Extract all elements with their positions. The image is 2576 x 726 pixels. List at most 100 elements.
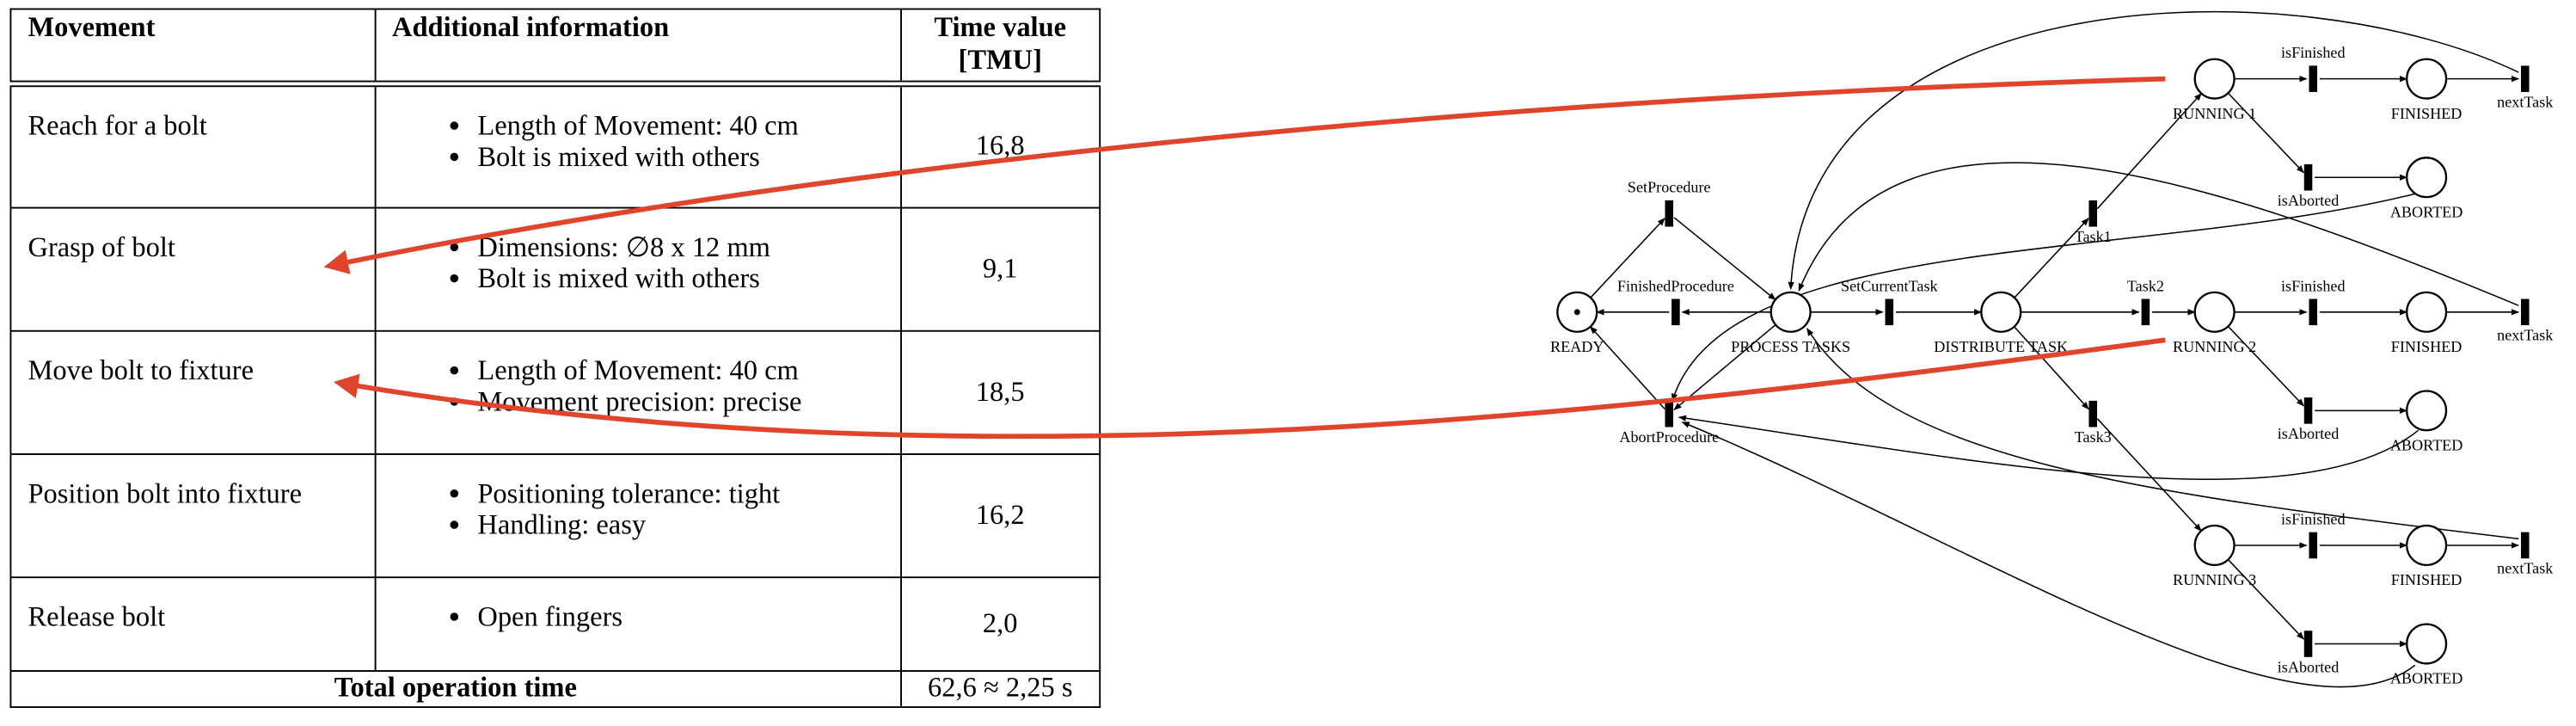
transition — [2520, 532, 2530, 559]
place-label: RUNNING 1 — [2173, 105, 2256, 122]
transition — [2141, 298, 2150, 326]
info-item: Bolt is mixed with others — [477, 141, 883, 172]
transition — [2309, 298, 2318, 326]
transition — [2309, 65, 2318, 92]
transition — [1665, 400, 1674, 428]
place — [2406, 157, 2448, 199]
transition-label: SetCurrentTask — [1841, 277, 1938, 294]
info-item: Length of Movement: 40 cm — [477, 110, 883, 141]
place — [2406, 524, 2448, 567]
arc — [2096, 418, 2202, 532]
arc — [2014, 326, 2089, 410]
movement: Position bolt into fixture — [9, 452, 376, 578]
movement: Reach for a bolt — [9, 83, 376, 208]
transition-label: isAborted — [2278, 425, 2340, 442]
transition — [2303, 163, 2313, 191]
arc — [1671, 193, 2415, 402]
transition-label: nextTask — [2497, 93, 2554, 110]
movement: Move bolt to fixture — [9, 329, 376, 454]
arc — [1590, 326, 1665, 410]
total-label: Total operation time — [9, 669, 902, 708]
row: Position bolt into fixture Positioning to… — [9, 452, 1101, 578]
place-label: DISTRIBUTE TASK — [1934, 338, 2068, 355]
arc — [1673, 323, 1776, 410]
transition-label: SetProcedure — [1628, 179, 1711, 196]
time: 16,2 — [899, 452, 1101, 578]
info-item: Dimensions: ∅8 x 12 mm — [477, 231, 883, 261]
info-item: Handling: easy — [477, 508, 883, 539]
row: Grasp of boltDimensions: ∅8 x 12 mmBolt … — [9, 206, 1101, 331]
transition-label: FinishedProcedure — [1617, 277, 1734, 294]
place — [1980, 291, 2022, 333]
time: 16,8 — [899, 83, 1101, 208]
transition-label: Task3 — [2075, 428, 2112, 446]
mtm-table: Movement Additional information Time val… — [9, 8, 1101, 708]
place — [2406, 58, 2448, 100]
movement: Release bolt — [9, 575, 376, 672]
transition — [2303, 631, 2313, 657]
transition-label: nextTask — [2497, 560, 2554, 577]
place — [2193, 524, 2236, 567]
info-item: Bolt is mixed with others — [477, 262, 883, 293]
arc — [2096, 92, 2202, 210]
arc — [1673, 217, 1776, 300]
transition — [2303, 397, 2313, 424]
arc — [1798, 162, 2519, 306]
arc — [2227, 92, 2304, 174]
arc — [1681, 421, 2416, 688]
info-item: Length of Movement: 40 cm — [477, 354, 883, 385]
transition — [2520, 65, 2530, 92]
row: Reach for a bolt Length of Movement: 40 c… — [9, 83, 1101, 208]
transition — [1885, 298, 1894, 326]
transition-label: isAborted — [2278, 658, 2340, 675]
info-item: Positioning tolerance: tight — [477, 477, 883, 508]
transition-label: AbortProcedure — [1619, 428, 1719, 446]
transition-label: isFinished — [2281, 510, 2346, 527]
transition — [2520, 298, 2530, 326]
transition-label: isFinished — [2281, 277, 2346, 294]
arc — [1677, 415, 2420, 480]
info-cell: Dimensions: ∅8 x 12 mmBolt is mixed with… — [373, 206, 902, 331]
arc — [2014, 218, 2089, 298]
place — [1769, 291, 1812, 333]
time: 9,1 — [899, 206, 1101, 331]
place-label: FINISHED — [2391, 571, 2463, 588]
info-item: Open fingers — [477, 600, 883, 631]
place — [2406, 291, 2448, 333]
place-label: RUNNING 2 — [2173, 338, 2256, 355]
info-list: Positioning tolerance: tightHandling: ea… — [392, 477, 883, 540]
transition-label: isAborted — [2278, 192, 2340, 209]
highlight-arrow — [333, 337, 2166, 440]
transition-label: Task2 — [2127, 277, 2164, 294]
transition — [1665, 200, 1674, 227]
token — [1573, 309, 1580, 316]
info-list: Open fingers — [392, 600, 883, 631]
header: Additional information — [373, 8, 902, 88]
place-label: READY — [1550, 338, 1604, 355]
place-label: RUNNING 3 — [2173, 571, 2256, 588]
info-list: Length of Movement: 40 cmBolt is mixed w… — [392, 110, 883, 173]
transition — [2088, 400, 2098, 428]
info-cell: Open fingers — [373, 575, 902, 672]
transition-label: nextTask — [2497, 327, 2554, 344]
transition-label: Task1 — [2075, 228, 2112, 245]
header-row: Movement Additional information Time val… — [9, 8, 1101, 88]
info-cell: Length of Movement: 40 cmBolt is mixed w… — [373, 83, 902, 208]
place-label: ABORTED — [2390, 437, 2463, 454]
arc — [1788, 11, 2519, 290]
highlight-arrow — [323, 76, 2166, 274]
arc — [2227, 559, 2304, 640]
header: Movement — [9, 8, 376, 88]
place — [2193, 291, 2236, 333]
info-cell: Positioning tolerance: tightHandling: ea… — [373, 452, 902, 578]
place — [2193, 58, 2236, 100]
arc — [1590, 218, 1665, 298]
place — [2406, 623, 2448, 665]
transition-label: isFinished — [2281, 44, 2346, 61]
transition — [2309, 532, 2318, 559]
place — [2406, 390, 2448, 432]
total-row: Total operation time 62,6 ≈ 2,25 s — [9, 669, 1101, 708]
